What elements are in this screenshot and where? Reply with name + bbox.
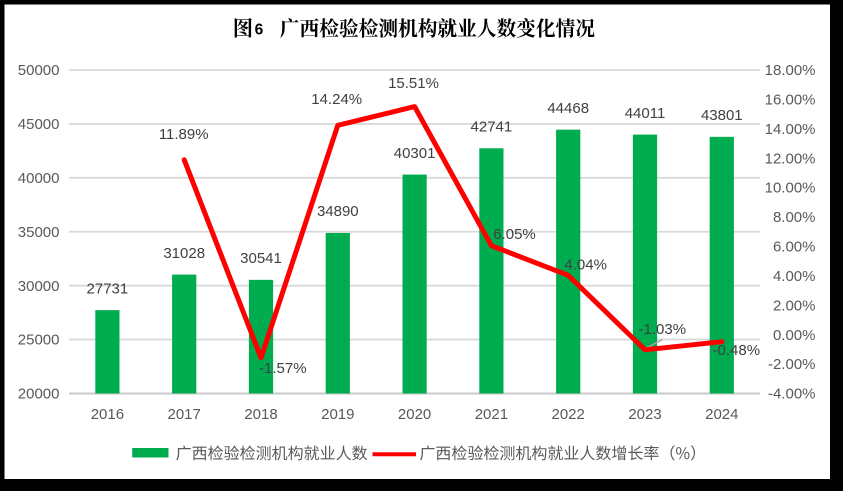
- svg-text:30541: 30541: [240, 250, 282, 267]
- svg-text:-0.48%: -0.48%: [713, 342, 761, 359]
- svg-text:2020: 2020: [398, 406, 431, 423]
- svg-text:43801: 43801: [701, 107, 743, 124]
- svg-text:25000: 25000: [18, 332, 60, 349]
- svg-text:14.00%: 14.00%: [765, 121, 816, 138]
- svg-text:40000: 40000: [18, 170, 60, 187]
- svg-text:10.00%: 10.00%: [765, 180, 816, 197]
- svg-text:-4.00%: -4.00%: [768, 386, 816, 403]
- svg-text:-1.57%: -1.57%: [259, 360, 307, 377]
- svg-text:44011: 44011: [625, 105, 666, 122]
- svg-text:2017: 2017: [168, 406, 201, 423]
- svg-text:2021: 2021: [475, 406, 508, 423]
- svg-text:34890: 34890: [317, 203, 359, 220]
- svg-text:30000: 30000: [18, 278, 60, 295]
- svg-text:4.04%: 4.04%: [564, 256, 607, 273]
- svg-text:27731: 27731: [87, 280, 129, 297]
- svg-text:2023: 2023: [628, 406, 661, 423]
- svg-text:50000: 50000: [18, 62, 60, 79]
- svg-text:2.00%: 2.00%: [773, 297, 816, 314]
- svg-text:2019: 2019: [321, 406, 354, 423]
- svg-text:2018: 2018: [244, 406, 277, 423]
- svg-text:16.00%: 16.00%: [765, 92, 816, 109]
- svg-text:20000: 20000: [18, 386, 60, 403]
- svg-text:6.05%: 6.05%: [493, 226, 536, 243]
- svg-text:15.51%: 15.51%: [388, 75, 439, 92]
- svg-text:45000: 45000: [18, 116, 60, 133]
- svg-text:0.00%: 0.00%: [773, 327, 816, 344]
- svg-text:-2.00%: -2.00%: [768, 356, 816, 373]
- svg-text:-1.03%: -1.03%: [639, 321, 687, 338]
- svg-text:42741: 42741: [471, 119, 513, 136]
- svg-text:31028: 31028: [163, 245, 205, 262]
- svg-text:2024: 2024: [705, 406, 738, 423]
- svg-text:6.00%: 6.00%: [773, 239, 816, 256]
- svg-text:11.89%: 11.89%: [159, 126, 209, 143]
- svg-text:35000: 35000: [18, 224, 60, 241]
- svg-text:8.00%: 8.00%: [773, 209, 816, 226]
- svg-text:12.00%: 12.00%: [765, 150, 816, 167]
- svg-text:2022: 2022: [552, 406, 585, 423]
- svg-text:2016: 2016: [91, 406, 124, 423]
- svg-text:44468: 44468: [547, 100, 589, 117]
- svg-text:18.00%: 18.00%: [765, 62, 816, 79]
- svg-text:14.24%: 14.24%: [311, 91, 362, 108]
- svg-text:4.00%: 4.00%: [773, 268, 816, 285]
- svg-text:6: 6: [255, 22, 264, 39]
- svg-text:40301: 40301: [394, 145, 436, 162]
